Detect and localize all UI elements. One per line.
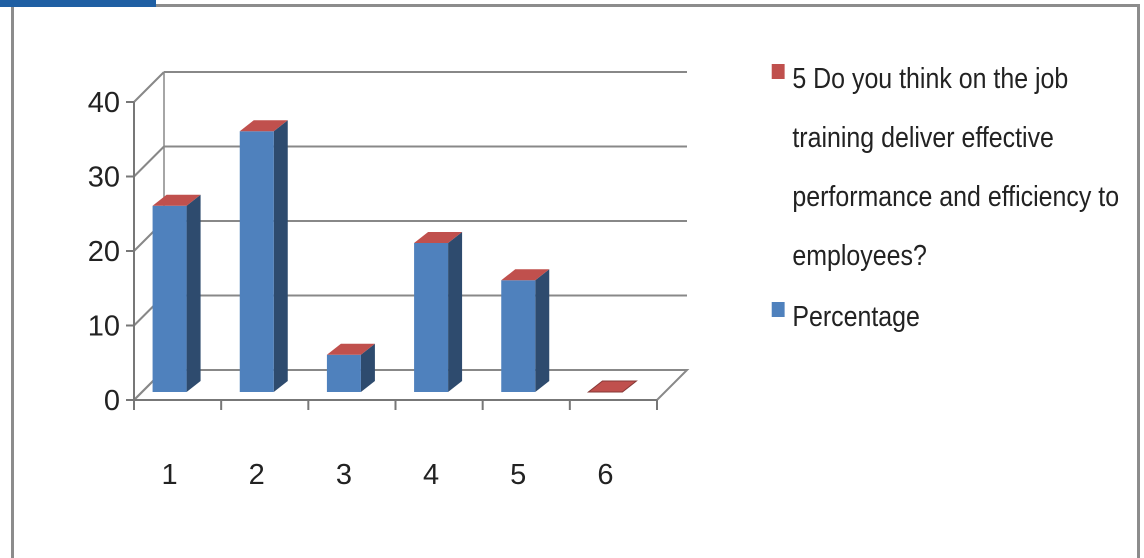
bar-side-5 <box>535 269 550 392</box>
bar-side-1 <box>186 194 201 392</box>
y-tick-label-0: 0 <box>104 385 120 417</box>
bar-side-3 <box>360 343 375 392</box>
y-tick-label-30: 30 <box>88 162 120 194</box>
x-tick-label-1: 1 <box>162 459 178 491</box>
gridline-side-40 <box>133 71 165 103</box>
legend-swatch-question <box>771 64 785 79</box>
y-tick-label-20: 20 <box>88 236 120 268</box>
bar-top-4 <box>414 232 463 243</box>
bar-front-4 <box>414 243 449 392</box>
bar-top-2 <box>239 120 288 132</box>
legend-item-percentage: Percentage <box>770 288 1088 347</box>
y-tick-label-40: 40 <box>88 87 120 119</box>
x-tick-label-5: 5 <box>510 459 526 491</box>
bar-top-5 <box>501 269 550 281</box>
bar-top-3 <box>326 343 375 355</box>
bar-front-2 <box>239 131 274 392</box>
legend-label-percentage: Percentage <box>792 301 920 333</box>
bar-side-2 <box>273 120 288 392</box>
x-tick-label-2: 2 <box>249 459 265 491</box>
chart-legend: 5 Do you think on the job training deliv… <box>770 50 1140 347</box>
bar-front-1 <box>152 205 187 392</box>
x-tick-label-4: 4 <box>423 459 439 491</box>
bar-front-5 <box>501 280 536 392</box>
bar-top-6 <box>586 380 638 393</box>
bar-top-1 <box>152 194 201 206</box>
corner-tab <box>0 0 156 7</box>
gridline-side-30 <box>133 145 165 178</box>
x-tick-label-6: 6 <box>597 459 613 491</box>
legend-swatch-percentage <box>771 302 785 317</box>
legend-item-question: 5 Do you think on the job training deliv… <box>770 50 1119 286</box>
bar-front-3 <box>326 354 361 392</box>
y-tick-label-10: 10 <box>88 311 120 343</box>
x-tick-label-3: 3 <box>336 459 352 491</box>
legend-label-question: 5 Do you think on the job training deliv… <box>792 63 1120 272</box>
bar-side-4 <box>448 232 463 392</box>
